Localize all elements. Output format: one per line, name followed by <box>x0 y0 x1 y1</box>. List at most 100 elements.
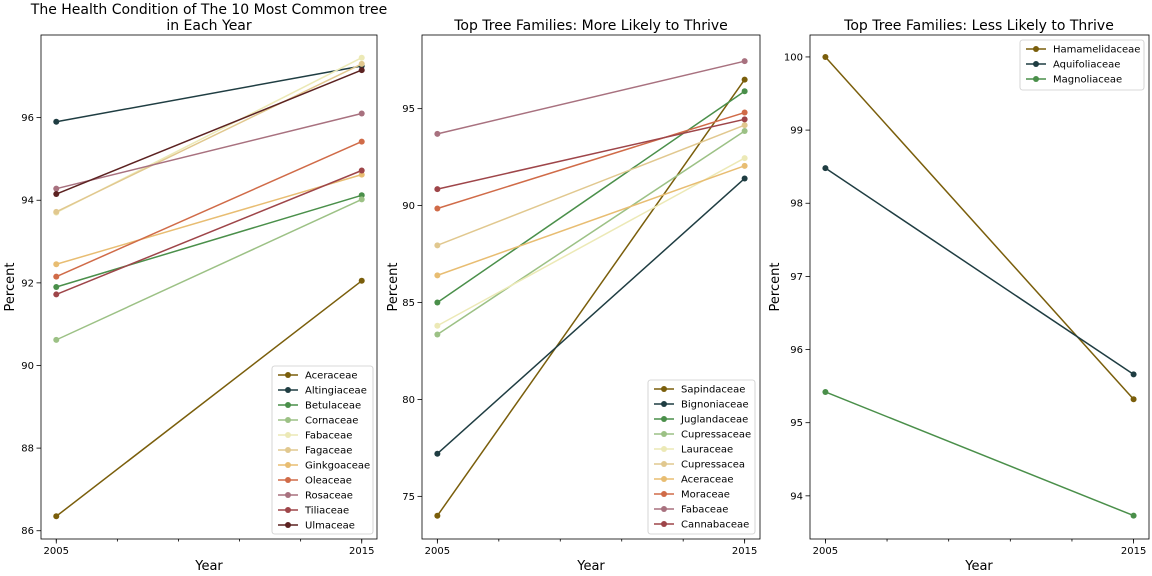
y-tick-label: 88 <box>21 444 34 455</box>
legend-swatch-marker <box>285 447 291 453</box>
y-tick-label: 90 <box>21 361 34 372</box>
y-tick-label: 95 <box>402 104 415 115</box>
legend-label: Aceraceae <box>305 371 358 382</box>
legend-label: Hamamelidaceae <box>1053 45 1140 56</box>
series-lines-2 <box>434 58 748 519</box>
legend-label: Altingiaceae <box>305 386 367 397</box>
legend-label: Cannabaceae <box>681 520 749 531</box>
plot-area-3 <box>809 34 1150 540</box>
x-tick-label: 2015 <box>349 546 374 557</box>
legend-label: Sapindaceae <box>681 385 745 396</box>
data-point <box>434 331 441 338</box>
y-tick-label: 97 <box>790 272 803 283</box>
legend-label: Betulaceae <box>305 401 361 412</box>
data-point <box>53 261 60 268</box>
series-lines-1 <box>53 54 365 520</box>
legend-label: Bignoniaceae <box>681 400 749 411</box>
series-line <box>437 124 745 247</box>
legend-2: Sapindaceae Bignoniaceae Juglandaceae Cupre… <box>647 379 756 535</box>
y-tick-label: 98 <box>790 199 803 210</box>
x-axis-label-1: Year <box>194 559 223 574</box>
y-tick-label: 96 <box>790 345 803 356</box>
data-point <box>741 127 748 134</box>
data-point <box>53 336 60 343</box>
legend-3: Hamamelidaceae Aquifoliaceae Magnoliaceae <box>1019 39 1145 91</box>
legend-box <box>647 379 756 535</box>
plot-area-2 <box>421 34 761 540</box>
legend-swatch-marker <box>661 401 667 407</box>
legend-swatch-marker <box>661 491 667 497</box>
series-line <box>436 130 746 336</box>
ticks-3: 2005 2015 94 95 96 97 98 99 100 <box>784 52 1146 557</box>
series-line <box>437 165 745 277</box>
legend-swatch-marker <box>661 431 667 437</box>
data-point <box>358 67 365 74</box>
legend-swatch-marker <box>285 402 291 408</box>
data-point <box>53 118 60 125</box>
data-point <box>434 272 441 279</box>
data-point <box>53 191 60 198</box>
y-tick-label: 100 <box>784 52 803 63</box>
series-line <box>55 140 363 278</box>
data-point <box>358 196 365 203</box>
legend-label: Ginkgoaceae <box>305 461 370 472</box>
data-point <box>822 388 829 395</box>
legend-label: Rosaceae <box>305 491 353 502</box>
y-tick-label: 94 <box>21 196 34 207</box>
legend-swatch-marker <box>1033 76 1039 82</box>
data-point <box>434 205 441 212</box>
legend-swatch-marker <box>1033 61 1039 67</box>
data-point <box>434 512 441 519</box>
legend-swatch-marker <box>661 461 667 467</box>
data-point <box>434 450 441 457</box>
data-point <box>822 165 829 172</box>
y-tick-label: 90 <box>402 201 415 212</box>
legend-swatch-marker <box>1033 46 1039 52</box>
data-point <box>822 53 829 60</box>
series-line <box>824 56 1135 400</box>
legend-swatch-marker <box>285 417 291 423</box>
data-point <box>741 162 748 169</box>
y-tick-label: 85 <box>402 298 415 309</box>
legend-label: Moraceae <box>681 490 730 501</box>
data-point <box>358 60 365 67</box>
x-tick-label: 2005 <box>813 546 838 557</box>
y-tick-label: 96 <box>21 113 34 124</box>
chart-panel-3: Top Tree Families: Less Likely to Thrive… <box>768 18 1150 574</box>
legend-swatch-marker <box>285 477 291 483</box>
legend-label: Cupressaceae <box>681 430 751 441</box>
x-tick-label: 2005 <box>44 546 69 557</box>
chart-title-1-line-1: The Health Condition of The 10 Most Comm… <box>30 2 387 18</box>
legend-label: Fagaceae <box>305 446 352 457</box>
legend-label: Aquifoliaceae <box>1053 60 1120 71</box>
chart-title-3: Top Tree Families: Less Likely to Thrive <box>843 18 1114 34</box>
data-point <box>741 109 748 116</box>
series-line <box>56 173 362 265</box>
y-tick-label: 86 <box>21 526 34 537</box>
series-line <box>56 194 362 288</box>
data-point <box>358 110 365 117</box>
data-point <box>434 186 441 193</box>
legend-label: Oleaceae <box>305 476 352 487</box>
plot-area-1 <box>40 34 378 540</box>
y-tick-label: 94 <box>790 491 803 502</box>
series-line <box>436 177 746 455</box>
data-point <box>358 192 365 199</box>
series-lines-3 <box>822 53 1137 519</box>
data-point <box>53 291 60 298</box>
data-point <box>358 138 365 145</box>
x-tick-label: 2015 <box>1121 546 1146 557</box>
legend-swatch-marker <box>661 386 667 392</box>
legend-swatch-marker <box>661 521 667 527</box>
series-line <box>824 167 1135 376</box>
data-point <box>741 175 748 182</box>
data-point <box>434 242 441 249</box>
series-line <box>56 65 362 123</box>
data-point <box>741 76 748 83</box>
legend-swatch-marker <box>661 446 667 452</box>
y-tick-label: 95 <box>790 418 803 429</box>
series-line <box>55 69 363 195</box>
legend-swatch-marker <box>661 416 667 422</box>
legend-label: Fabaceae <box>305 431 352 442</box>
data-point <box>741 122 748 129</box>
